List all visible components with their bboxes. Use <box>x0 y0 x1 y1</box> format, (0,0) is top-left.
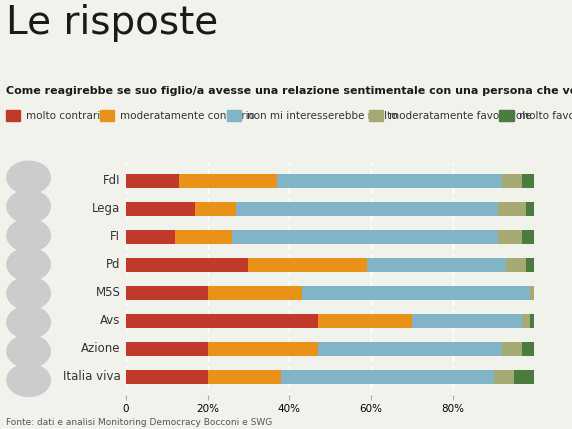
Text: Come reagirebbe se suo figlio/a avesse una relazione sentimentale con una person: Come reagirebbe se suo figlio/a avesse u… <box>6 86 572 96</box>
Bar <box>126 202 195 216</box>
Bar <box>506 257 526 272</box>
Bar <box>232 230 498 244</box>
Bar <box>526 257 534 272</box>
Bar <box>530 314 534 328</box>
Bar <box>522 174 534 188</box>
Bar <box>502 341 522 356</box>
Bar <box>126 286 208 300</box>
Bar <box>522 230 534 244</box>
Text: moderatamente contrario: moderatamente contrario <box>120 111 255 121</box>
Bar <box>530 286 534 300</box>
Bar <box>208 286 301 300</box>
Bar <box>522 341 534 356</box>
Text: molto favorevole: molto favorevole <box>519 111 572 121</box>
Bar <box>522 314 530 328</box>
Bar <box>236 202 498 216</box>
Bar <box>301 286 530 300</box>
Bar <box>175 230 232 244</box>
Bar <box>412 314 522 328</box>
Bar <box>498 230 522 244</box>
Bar <box>126 174 179 188</box>
Bar <box>126 257 248 272</box>
Text: molto contrario: molto contrario <box>26 111 106 121</box>
Bar <box>126 230 175 244</box>
Bar <box>248 257 367 272</box>
Bar <box>498 202 526 216</box>
Bar <box>494 370 514 384</box>
Bar <box>195 202 236 216</box>
Bar <box>318 341 502 356</box>
Text: Fonte: dati e analisi Monitoring Democracy Bocconi e SWG: Fonte: dati e analisi Monitoring Democra… <box>6 418 272 427</box>
Bar <box>367 257 506 272</box>
Bar <box>277 174 502 188</box>
Bar <box>208 341 318 356</box>
Bar <box>514 370 534 384</box>
Text: moderatamente favorevole: moderatamente favorevole <box>389 111 531 121</box>
Bar <box>318 314 412 328</box>
Bar <box>179 174 277 188</box>
Bar <box>502 174 522 188</box>
Bar <box>208 370 281 384</box>
Bar <box>126 341 208 356</box>
Text: Le risposte: Le risposte <box>6 4 218 42</box>
Bar <box>126 314 318 328</box>
Text: non mi interesserebbe molto: non mi interesserebbe molto <box>247 111 397 121</box>
Bar <box>281 370 494 384</box>
Bar <box>126 370 208 384</box>
Bar <box>526 202 534 216</box>
